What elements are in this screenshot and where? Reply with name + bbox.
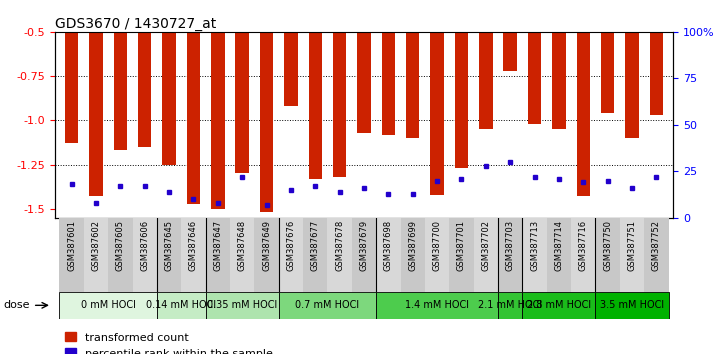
Bar: [376, 292, 498, 319]
Text: GSM387713: GSM387713: [530, 220, 539, 271]
Bar: [187, 0, 200, 204]
Text: 2.1 mM HOCl: 2.1 mM HOCl: [478, 300, 542, 310]
Bar: [328, 218, 352, 292]
Bar: [181, 218, 205, 292]
Bar: [577, 0, 590, 196]
Bar: [254, 218, 279, 292]
Bar: [430, 0, 444, 195]
Bar: [279, 218, 303, 292]
Text: GSM387703: GSM387703: [506, 220, 515, 271]
Bar: [596, 218, 620, 292]
Text: 0.7 mM HOCl: 0.7 mM HOCl: [296, 300, 360, 310]
Bar: [601, 0, 614, 113]
Bar: [108, 218, 132, 292]
Bar: [90, 0, 103, 196]
Text: GSM387647: GSM387647: [213, 220, 222, 271]
Text: GSM387648: GSM387648: [237, 220, 247, 271]
Text: 0.35 mM HOCl: 0.35 mM HOCl: [207, 300, 277, 310]
Bar: [455, 0, 468, 168]
Text: GSM387701: GSM387701: [457, 220, 466, 271]
Text: 2.8 mM HOCl: 2.8 mM HOCl: [527, 300, 591, 310]
Bar: [406, 0, 419, 138]
Text: 3.5 mM HOCl: 3.5 mM HOCl: [600, 300, 664, 310]
Bar: [425, 218, 449, 292]
Text: GDS3670 / 1430727_at: GDS3670 / 1430727_at: [55, 17, 215, 31]
Bar: [60, 292, 157, 319]
Text: GSM387649: GSM387649: [262, 220, 271, 271]
Bar: [157, 292, 205, 319]
Bar: [504, 0, 517, 71]
Text: 0 mM HOCl: 0 mM HOCl: [81, 300, 135, 310]
Text: GSM387601: GSM387601: [67, 220, 76, 271]
Bar: [381, 0, 395, 135]
Text: 0.14 mM HOCl: 0.14 mM HOCl: [146, 300, 216, 310]
Bar: [157, 218, 181, 292]
Bar: [114, 0, 127, 150]
Bar: [162, 0, 175, 165]
Bar: [498, 218, 523, 292]
Text: GSM387750: GSM387750: [603, 220, 612, 271]
Bar: [352, 218, 376, 292]
Bar: [333, 0, 347, 177]
Text: GSM387677: GSM387677: [311, 220, 320, 271]
Bar: [205, 292, 279, 319]
Text: GSM387679: GSM387679: [360, 220, 368, 271]
Text: GSM387699: GSM387699: [408, 220, 417, 271]
Bar: [205, 218, 230, 292]
Bar: [230, 218, 254, 292]
Bar: [547, 218, 571, 292]
Bar: [260, 0, 273, 212]
Text: GSM387676: GSM387676: [286, 220, 296, 271]
Bar: [528, 0, 541, 124]
Bar: [309, 0, 322, 179]
Bar: [376, 218, 400, 292]
Bar: [279, 292, 376, 319]
Bar: [400, 218, 425, 292]
Text: GSM387606: GSM387606: [141, 220, 149, 271]
Text: GSM387698: GSM387698: [384, 220, 393, 271]
Text: GSM387605: GSM387605: [116, 220, 125, 271]
Bar: [523, 218, 547, 292]
Bar: [596, 292, 668, 319]
Bar: [523, 292, 596, 319]
Text: GSM387751: GSM387751: [628, 220, 636, 271]
Bar: [553, 0, 566, 129]
Bar: [357, 0, 371, 133]
Bar: [303, 218, 328, 292]
Text: GSM387602: GSM387602: [92, 220, 100, 271]
Text: GSM387645: GSM387645: [165, 220, 173, 271]
Bar: [644, 218, 668, 292]
Bar: [132, 218, 157, 292]
Bar: [138, 0, 151, 147]
Text: GSM387716: GSM387716: [579, 220, 587, 271]
Bar: [498, 292, 523, 319]
Bar: [284, 0, 298, 106]
Bar: [60, 218, 84, 292]
Bar: [625, 0, 638, 138]
Text: 1.4 mM HOCl: 1.4 mM HOCl: [405, 300, 469, 310]
Bar: [571, 218, 596, 292]
Bar: [649, 0, 663, 115]
Bar: [235, 0, 249, 173]
Text: dose: dose: [4, 300, 30, 310]
Text: GSM387752: GSM387752: [652, 220, 661, 271]
Text: GSM387714: GSM387714: [555, 220, 563, 271]
Bar: [474, 218, 498, 292]
Bar: [84, 218, 108, 292]
Text: GSM387700: GSM387700: [432, 220, 442, 271]
Bar: [479, 0, 493, 129]
Bar: [620, 218, 644, 292]
Bar: [211, 0, 224, 209]
Legend: transformed count, percentile rank within the sample: transformed count, percentile rank withi…: [60, 328, 277, 354]
Text: GSM387646: GSM387646: [189, 220, 198, 271]
Bar: [65, 0, 79, 143]
Text: GSM387678: GSM387678: [335, 220, 344, 271]
Text: GSM387702: GSM387702: [481, 220, 491, 271]
Bar: [449, 218, 474, 292]
